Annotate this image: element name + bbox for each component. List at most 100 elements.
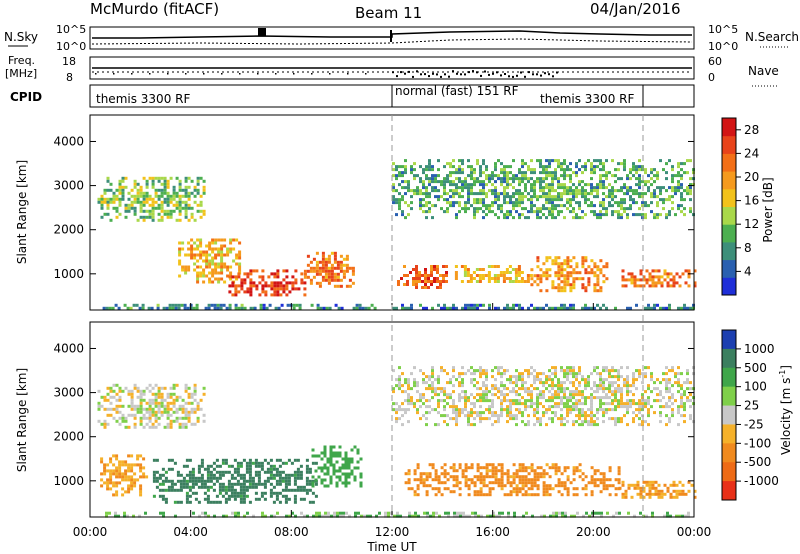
heatmap-cell [548, 268, 552, 272]
heatmap-cell [509, 390, 512, 394]
heatmap-cell [548, 171, 551, 175]
heatmap-cell [495, 514, 498, 518]
heatmap-cell [215, 470, 219, 474]
heatmap-cell [419, 180, 422, 184]
heatmap-cell [135, 303, 139, 307]
heatmap-cell [187, 413, 191, 417]
heatmap-cell [259, 306, 263, 310]
heatmap-cell [242, 500, 246, 504]
heatmap-cell [617, 177, 620, 181]
heatmap-cell [599, 375, 602, 379]
heatmap-cell [533, 171, 536, 175]
heatmap-cell [112, 197, 116, 201]
heatmap-cell [237, 511, 240, 515]
heatmap-cell [560, 423, 563, 427]
heatmap-cell [169, 407, 173, 411]
heatmap-cell [687, 275, 691, 279]
heatmap-cell [425, 168, 428, 172]
heatmap-cell [524, 207, 527, 211]
heatmap-cell [133, 197, 137, 201]
heatmap-cell [566, 186, 569, 190]
heatmap-cell [473, 378, 476, 382]
heatmap-cell [509, 417, 512, 421]
heatmap-cell [659, 405, 662, 409]
heatmap-cell [291, 284, 295, 288]
heatmap-cell [530, 372, 533, 376]
heatmap-cell [314, 461, 318, 465]
heatmap-cell [442, 265, 445, 268]
heatmap-cell [467, 369, 470, 373]
heatmap-cell [632, 384, 635, 388]
heatmap-cell [551, 204, 554, 208]
heatmap-cell [561, 511, 564, 515]
heatmap-cell [602, 280, 606, 284]
heatmap-cell [461, 159, 464, 163]
heatmap-cell [145, 416, 149, 420]
heatmap-cell [587, 271, 591, 275]
heatmap-cell [602, 303, 605, 307]
heatmap-cell [584, 387, 587, 391]
heatmap-cell [590, 165, 593, 169]
heatmap-cell [605, 369, 608, 373]
heatmap-cell [169, 176, 173, 180]
heatmap-cell [403, 274, 406, 277]
heatmap-cell [248, 461, 252, 465]
heatmap-cell [623, 162, 626, 166]
heatmap-cell [605, 174, 608, 178]
heatmap-cell [557, 213, 560, 217]
heatmap-cell [342, 257, 346, 261]
heatmap-cell [437, 411, 440, 415]
heatmap-cell [497, 204, 500, 208]
heatmap-cell [593, 469, 597, 473]
heatmap-cell [178, 425, 182, 429]
heatmap-cell [184, 206, 188, 210]
heatmap-cell [103, 197, 107, 201]
heatmap-cell [166, 413, 170, 417]
heatmap-cell [395, 165, 398, 169]
heatmap-cell [623, 168, 626, 172]
heatmap-cell [112, 416, 116, 420]
heatmap-cell [554, 402, 557, 406]
heatmap-cell [563, 259, 567, 263]
heatmap-cell [630, 272, 634, 276]
y-tick-label: 1000 [53, 267, 84, 281]
heatmap-cell [427, 280, 430, 283]
heatmap-cell [545, 303, 548, 307]
heatmap-cell [455, 469, 459, 473]
heatmap-cell [536, 283, 540, 287]
heatmap-cell [632, 378, 635, 382]
heatmap-cell [669, 278, 673, 282]
heatmap-cell [590, 183, 593, 187]
heatmap-cell [590, 411, 593, 415]
heatmap-cell [599, 306, 602, 310]
heatmap-cell [211, 274, 215, 278]
heatmap-cell [398, 408, 401, 412]
heatmap-cell [410, 195, 413, 199]
heatmap-cell [476, 381, 479, 385]
heatmap-cell [674, 186, 677, 190]
heatmap-cell [344, 478, 348, 482]
heatmap-cell [512, 402, 515, 406]
heatmap-cell [590, 393, 593, 397]
heatmap-cell [261, 511, 264, 515]
heatmap-cell [524, 381, 527, 385]
heatmap-cell [560, 402, 563, 406]
heatmap-cell [566, 280, 570, 284]
heatmap-cell [184, 413, 188, 417]
heatmap-cell [218, 476, 222, 480]
heatmap-cell [554, 171, 557, 175]
heatmap-cell [175, 194, 179, 198]
heatmap-cell [611, 174, 614, 178]
heatmap-cell [518, 306, 521, 310]
heatmap-cell [239, 473, 243, 477]
heatmap-cell [425, 484, 429, 488]
heatmap-cell [333, 272, 337, 276]
heatmap-cell [404, 165, 407, 169]
heatmap-cell [572, 195, 575, 199]
heatmap-cell [452, 192, 455, 196]
heatmap-cell [436, 271, 439, 274]
nave-point [416, 70, 418, 73]
heatmap-cell [437, 381, 440, 385]
freq-tick-low: 8 [66, 71, 73, 84]
heatmap-cell [121, 191, 125, 195]
